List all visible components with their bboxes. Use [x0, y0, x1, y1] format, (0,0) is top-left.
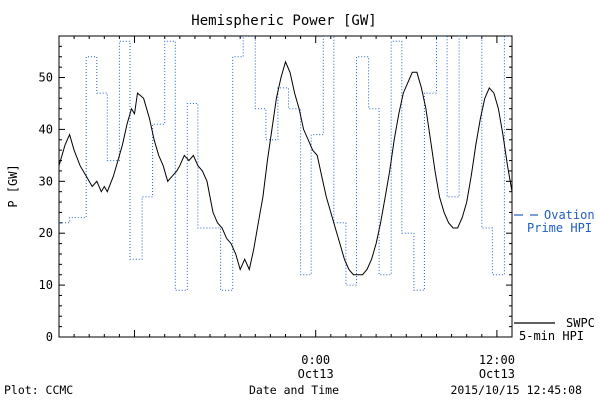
y-tick-label: 10 [39, 278, 53, 292]
legend-ovation-label-2: Prime HPI [527, 221, 592, 235]
y-axis: 0 10 20 30 40 50 [39, 45, 512, 344]
legend-swpc-label-2: 5-min HPI [519, 329, 584, 343]
series-swpc-5min-hpi [59, 60, 512, 276]
y-axis-label: P [GW] [6, 164, 20, 207]
x-axis: 0:00Oct1312:00Oct130:00Oct1412:00Oct140:… [73, 36, 515, 381]
x-tick-day-label: Oct13 [298, 367, 334, 381]
x-tick-time-label: 0:00 [301, 353, 330, 367]
legend-swpc: SWPC 5-min HPI [514, 316, 595, 343]
x-tick-day-label: Oct13 [479, 367, 515, 381]
plot-area [59, 36, 512, 291]
legend-swpc-label-1: SWPC [566, 316, 595, 330]
plot-frame [58, 35, 513, 338]
footer-plot-source: Plot: CCMC [4, 383, 73, 397]
chart-title: Hemispheric Power [GW] [191, 13, 376, 29]
footer-x-axis-label: Date and Time [249, 383, 339, 397]
y-tick-label: 20 [39, 226, 53, 240]
series-group [59, 36, 512, 291]
series-ovation-prime-hpi [59, 36, 512, 291]
x-tick-time-label: 12:00 [479, 353, 515, 367]
legend-ovation: Ovation Prime HPI [514, 208, 595, 235]
y-tick-label: 30 [39, 174, 53, 188]
footer-timestamp: 2015/10/15 12:45:08 [450, 383, 582, 397]
y-tick-label: 0 [46, 330, 53, 344]
y-tick-label: 40 [39, 122, 53, 136]
legend-ovation-label-1: Ovation [544, 208, 595, 222]
y-tick-label: 50 [39, 71, 53, 85]
